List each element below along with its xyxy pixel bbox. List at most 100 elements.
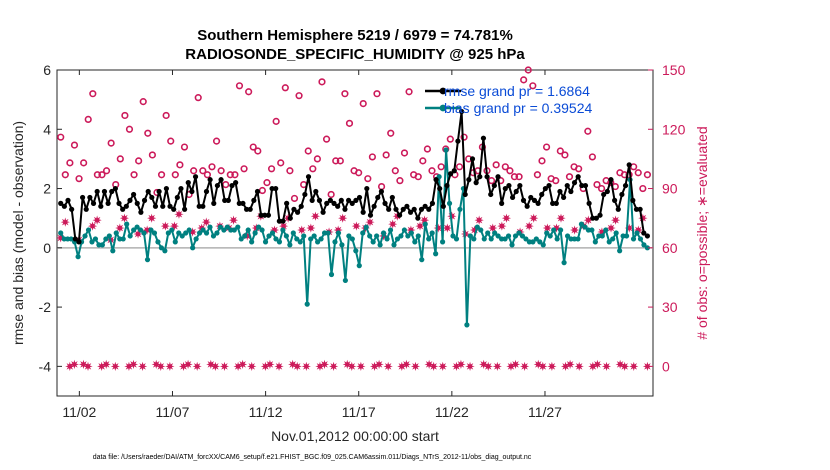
rmse-marker bbox=[622, 182, 629, 189]
rmse-marker bbox=[203, 188, 210, 195]
obs-possible-marker bbox=[643, 171, 652, 179]
obs-evaluated-marker bbox=[442, 223, 452, 233]
obs-possible-marker bbox=[510, 173, 519, 181]
legend-rmse-marker bbox=[439, 87, 447, 95]
x-tick-label: 11/07 bbox=[155, 404, 189, 420]
rmse-marker bbox=[356, 194, 363, 201]
y-tick-label: 4 bbox=[43, 121, 51, 137]
rmse-marker bbox=[294, 209, 301, 215]
bias-marker bbox=[176, 230, 182, 236]
obs-possible-marker bbox=[584, 127, 592, 135]
bias-marker bbox=[290, 230, 296, 236]
y-tick-label: -2 bbox=[39, 299, 52, 315]
bias-marker bbox=[467, 233, 473, 239]
bias-marker bbox=[134, 224, 140, 230]
bias-marker bbox=[599, 233, 605, 239]
obs-evaluated-marker bbox=[629, 361, 639, 371]
obs-evaluated-marker bbox=[101, 359, 111, 369]
obs-evaluated-marker bbox=[297, 225, 307, 235]
rmse-marker bbox=[473, 180, 479, 186]
rmse-marker bbox=[346, 197, 352, 203]
rmse-marker bbox=[586, 200, 592, 206]
rmse-marker bbox=[411, 206, 417, 212]
obs-possible-marker bbox=[139, 98, 147, 106]
bias-marker bbox=[398, 233, 404, 239]
bias-marker bbox=[325, 230, 331, 236]
bias-marker bbox=[131, 227, 137, 233]
obs-evaluated-marker bbox=[329, 361, 339, 371]
rmse-marker bbox=[105, 200, 111, 206]
obs-evaluated-marker bbox=[338, 213, 348, 223]
rmse-marker bbox=[156, 188, 162, 195]
bias-marker bbox=[356, 263, 362, 269]
obs-possible-marker bbox=[70, 141, 79, 149]
obs-possible-marker bbox=[556, 147, 564, 155]
bias-marker bbox=[575, 236, 581, 242]
obs-evaluated-marker bbox=[465, 361, 475, 371]
bias-marker bbox=[190, 245, 196, 251]
bias-marker bbox=[137, 227, 144, 233]
legend-rmse-label: rmse grand pr = 1.6864 bbox=[444, 83, 590, 99]
x-tick-label: 11/22 bbox=[435, 404, 469, 420]
rmse-marker bbox=[633, 206, 640, 212]
obs-possible-marker bbox=[254, 147, 262, 155]
bias-marker bbox=[630, 236, 637, 242]
obs-evaluated-marker bbox=[570, 225, 580, 235]
bias-marker bbox=[106, 233, 112, 239]
obs-evaluated-marker bbox=[383, 361, 393, 371]
obs-possible-marker bbox=[501, 163, 509, 171]
rmse-marker bbox=[247, 206, 253, 212]
obs-evaluated-marker bbox=[374, 359, 384, 369]
bias-marker bbox=[262, 239, 269, 245]
rmse-marker bbox=[178, 185, 184, 192]
obs-possible-marker bbox=[180, 143, 189, 151]
bias-marker bbox=[349, 236, 355, 242]
obs-evaluated-marker bbox=[183, 359, 193, 369]
rmse-marker bbox=[305, 174, 312, 180]
bias-marker bbox=[193, 236, 199, 242]
obs-possible-marker bbox=[341, 90, 349, 98]
chart-subtitle: RADIOSONDE_SPECIFIC_HUMIDITY @ 925 hPa bbox=[185, 46, 525, 63]
obs-evaluated-marker bbox=[620, 361, 630, 371]
obs-possible-marker bbox=[212, 137, 221, 145]
bias-marker bbox=[235, 224, 241, 230]
obs-evaluated-marker bbox=[488, 223, 498, 233]
bias-marker bbox=[380, 230, 387, 236]
obs-possible-marker bbox=[116, 155, 124, 163]
bias-marker bbox=[547, 233, 553, 239]
rmse-marker bbox=[462, 191, 468, 198]
bias-marker bbox=[551, 227, 557, 233]
rmse-marker bbox=[284, 200, 290, 206]
obs-possible-marker bbox=[167, 137, 175, 145]
rmse-marker bbox=[400, 206, 406, 212]
footer-datafile: data file: /Users/raeder/DAI/ATM_forcXX/… bbox=[93, 454, 532, 461]
bias-marker bbox=[530, 239, 536, 245]
obs-evaluated-marker bbox=[219, 361, 230, 371]
y-tick-label: 2 bbox=[43, 181, 51, 197]
obs-possible-marker bbox=[84, 115, 92, 123]
rmse-marker bbox=[225, 197, 231, 203]
obs-possible-marker bbox=[313, 155, 322, 163]
obs-possible-marker bbox=[217, 167, 225, 175]
bias-marker bbox=[464, 322, 470, 328]
bias-marker bbox=[426, 236, 432, 242]
bias-marker bbox=[446, 200, 453, 206]
rmse-marker bbox=[506, 182, 512, 189]
bias-marker bbox=[613, 230, 619, 236]
obs-possible-marker bbox=[235, 82, 244, 90]
obs-evaluated-marker bbox=[292, 361, 302, 371]
obs-possible-marker bbox=[144, 129, 152, 137]
rmse-marker bbox=[619, 191, 625, 198]
rmse-marker bbox=[422, 203, 428, 209]
bias-marker bbox=[422, 221, 428, 227]
rmse-marker bbox=[335, 203, 341, 209]
bias-marker bbox=[481, 236, 487, 242]
rmse-marker bbox=[258, 212, 264, 218]
rmse-marker bbox=[364, 185, 370, 192]
rmse-marker bbox=[316, 197, 323, 203]
obs-evaluated-marker bbox=[510, 359, 521, 369]
obs-evaluated-marker bbox=[347, 361, 357, 371]
obs-possible-marker bbox=[61, 171, 69, 179]
obs-possible-marker bbox=[290, 194, 299, 203]
